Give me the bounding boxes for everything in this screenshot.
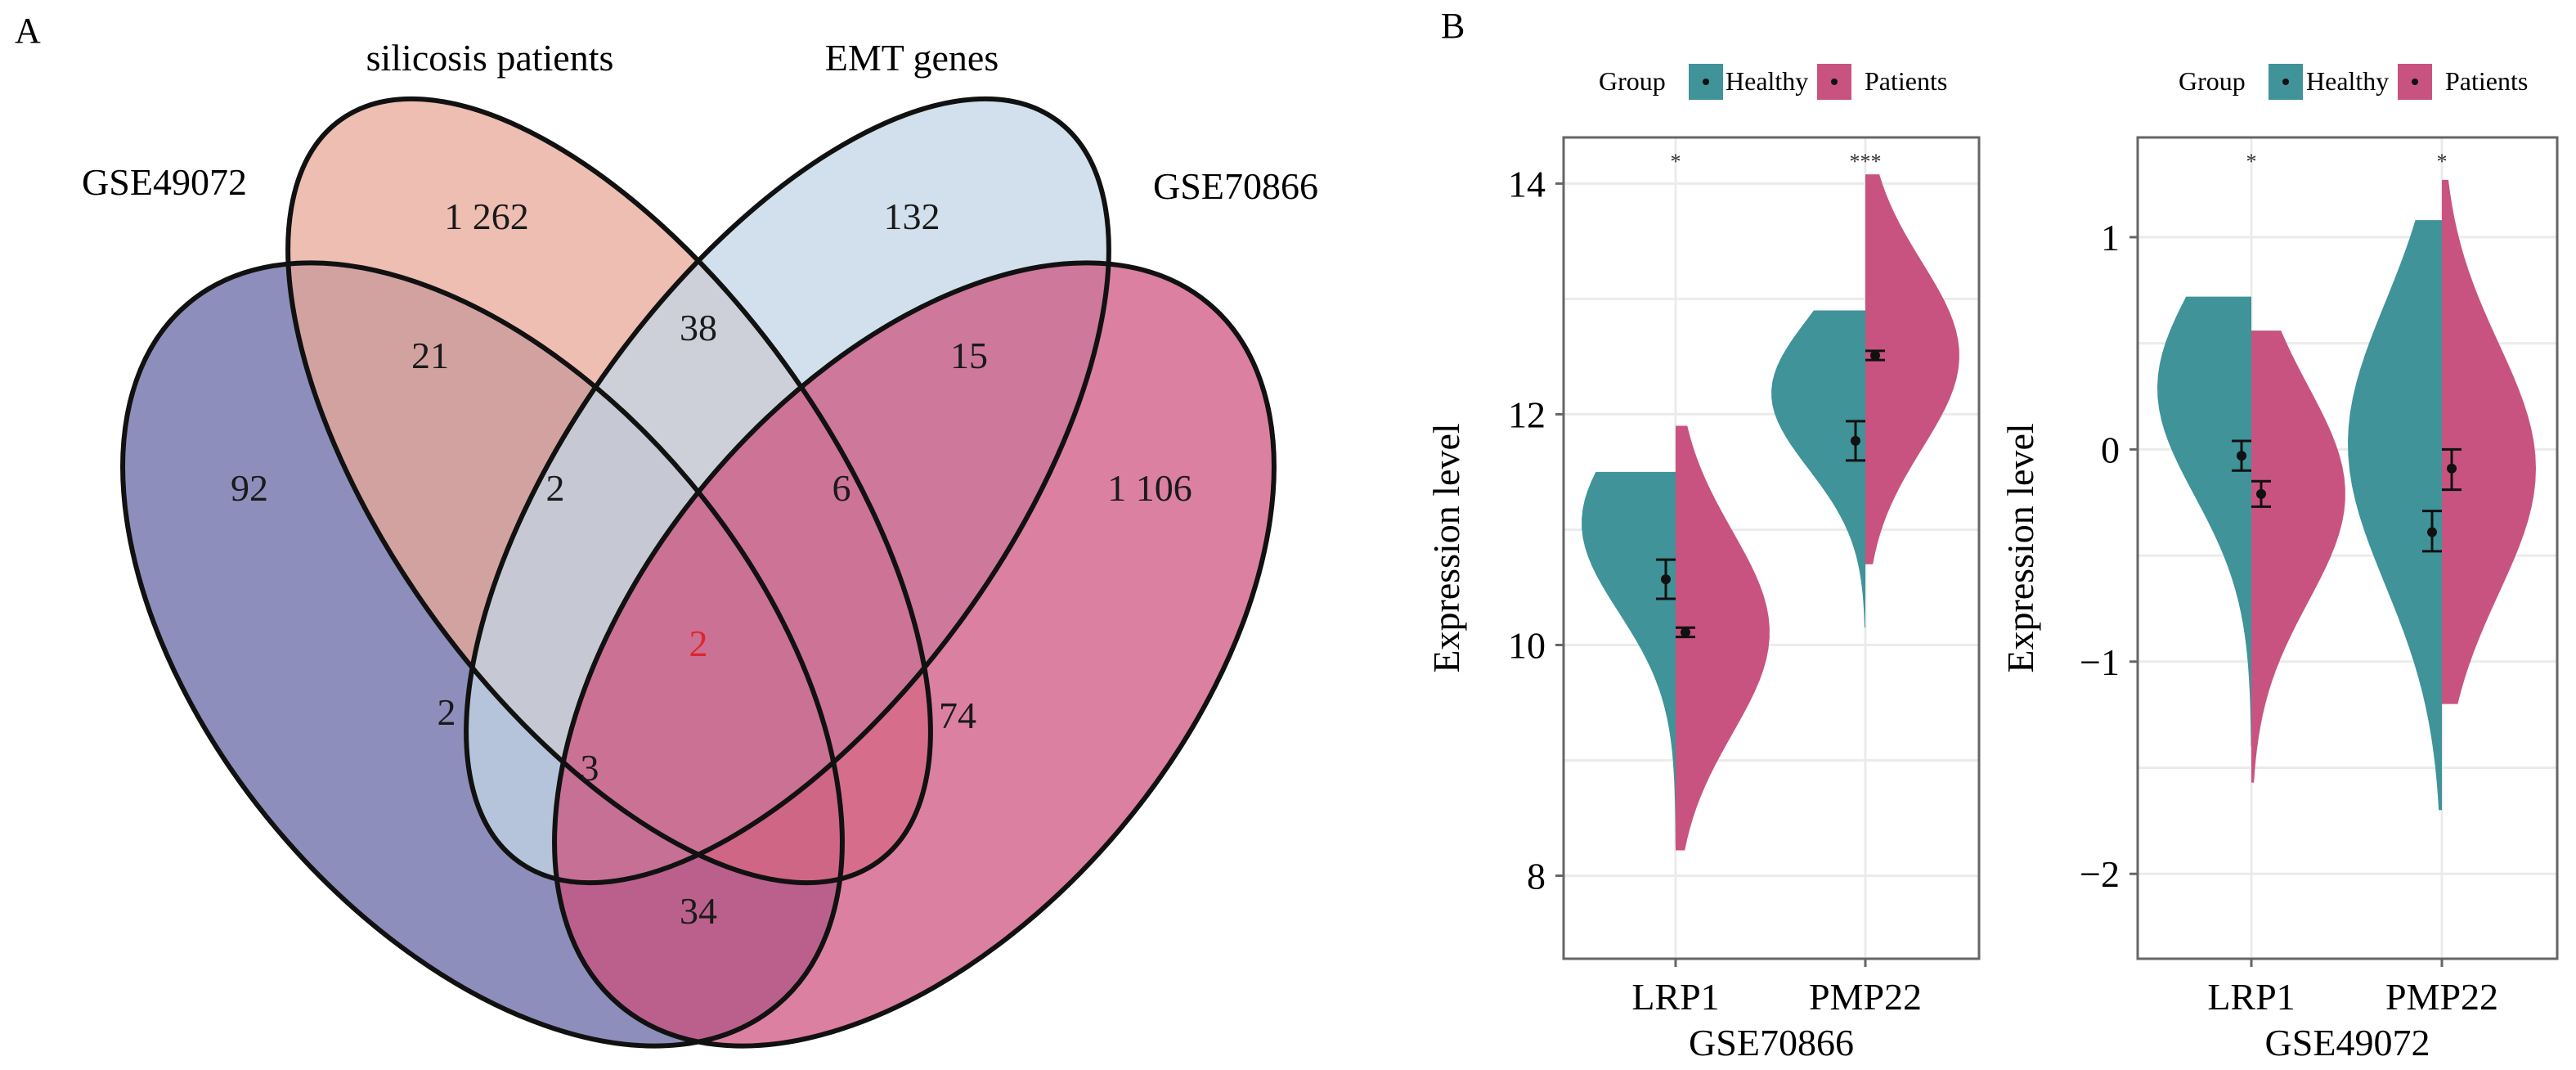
mean-point-healthy-lrp1 (2237, 451, 2246, 461)
venn-outline-silicosis (285, 96, 933, 886)
legend-label-patients: Patients (1865, 66, 1947, 96)
venn-diagram: A silicosis patients EMT genes GSE49072 … (15, 11, 1318, 1049)
violin-patients-pmp22 (1865, 174, 1959, 564)
venn-region-only_gse49072: 92 (231, 467, 268, 509)
venn-region-silicosis_emt: 38 (680, 307, 717, 348)
violin-healthy-lrp1 (1582, 471, 1676, 847)
plot-border (1562, 136, 1981, 960)
x-tick-label: PMP22 (1809, 976, 1922, 1018)
set-label-emt: EMT genes (825, 37, 999, 79)
violin-healthy-pmp22 (1771, 310, 1865, 628)
violin-patients-lrp1 (1676, 425, 1770, 851)
set-label-silicosis: silicosis patients (366, 37, 614, 79)
venn-region-gse49072_gse70866: 34 (680, 890, 717, 932)
legend-label-healthy: Healthy (2306, 66, 2389, 96)
venn-outline-gse49072 (120, 260, 845, 1049)
significance-marker: * (1671, 150, 1681, 173)
y-tick-label: 12 (1508, 393, 1546, 435)
violin-patients-pmp22 (2442, 179, 2536, 704)
mean-point-patients-pmp22 (2447, 463, 2457, 474)
legend-dot-healthy (1703, 79, 1709, 85)
y-axis-title: Expression level (1999, 423, 2041, 672)
violin-healthy-pmp22 (2348, 220, 2442, 811)
venn-region-only_gse70866: 1 106 (1107, 467, 1192, 509)
significance-marker: *** (1850, 150, 1882, 173)
significance-marker: * (2246, 150, 2257, 173)
legend-dot-patients (1831, 79, 1838, 85)
venn-region-gse49072_emt_gse70866: 3 (581, 747, 599, 789)
legend-dot-healthy (2282, 79, 2289, 85)
legend-plot1: Group Healthy Patients (1599, 64, 1947, 100)
mean-point-patients-lrp1 (2256, 488, 2266, 499)
mean-point-healthy-pmp22 (1851, 435, 1860, 446)
panel-b-label: B (1441, 6, 1465, 46)
violin-healthy-lrp1 (2157, 296, 2251, 747)
venn-outline-emt (464, 96, 1111, 886)
set-label-gse70866: GSE70866 (1153, 165, 1318, 207)
x-tick-label: PMP22 (2385, 976, 2498, 1018)
panel-a-label: A (15, 11, 41, 51)
violin-patients-lrp1 (2251, 330, 2345, 783)
venn-outline-gse70866 (552, 260, 1277, 1049)
mean-point-healthy-lrp1 (1661, 574, 1671, 585)
venn-region-all_four: 2 (689, 623, 708, 664)
legend-title: Group (1599, 66, 1666, 96)
legend-title: Group (2179, 66, 2246, 96)
x-tick-label: LRP1 (2207, 976, 2295, 1018)
plot-border (2136, 136, 2559, 960)
legend-dot-patients (2412, 79, 2418, 85)
legend-label-healthy: Healthy (1726, 66, 1808, 96)
significance-marker: * (2437, 150, 2448, 173)
y-tick-label: −1 (2080, 641, 2120, 683)
venn-region-only_silicosis: 1 262 (444, 196, 529, 237)
y-tick-label: 1 (2101, 217, 2120, 259)
y-tick-label: 10 (1508, 624, 1546, 666)
legend-label-patients: Patients (2445, 66, 2528, 96)
venn-region-silicosis_gse70866: 74 (939, 695, 976, 736)
x-axis-title: GSE49072 (2265, 1022, 2430, 1063)
y-tick-label: 14 (1508, 163, 1546, 205)
mean-point-patients-pmp22 (1870, 350, 1880, 361)
y-tick-label: 0 (2101, 429, 2120, 470)
x-axis-title: GSE70866 (1689, 1022, 1854, 1063)
legend-plot2: Group Healthy Patients (2179, 64, 2528, 100)
mean-point-patients-lrp1 (1681, 627, 1690, 637)
y-axis-title: Expression level (1425, 423, 1467, 672)
set-label-gse49072: GSE49072 (82, 161, 247, 203)
venn-set-gse70866 (554, 263, 1274, 1046)
venn-region-only_emt: 132 (884, 196, 940, 237)
mean-point-healthy-pmp22 (2427, 527, 2437, 537)
venn-region-emt_gse70866: 15 (950, 335, 988, 376)
venn-region-gse49072_emt: 2 (438, 691, 456, 733)
x-tick-label: LRP1 (1631, 976, 1719, 1018)
venn-region-silicosis_emt_gse70866: 6 (832, 467, 851, 509)
y-tick-label: 8 (1527, 855, 1546, 897)
venn-region-gse49072_silicosis: 21 (411, 335, 449, 376)
venn-region-gse49072_silicosis_emt: 2 (546, 467, 565, 509)
y-tick-label: −2 (2080, 853, 2120, 895)
